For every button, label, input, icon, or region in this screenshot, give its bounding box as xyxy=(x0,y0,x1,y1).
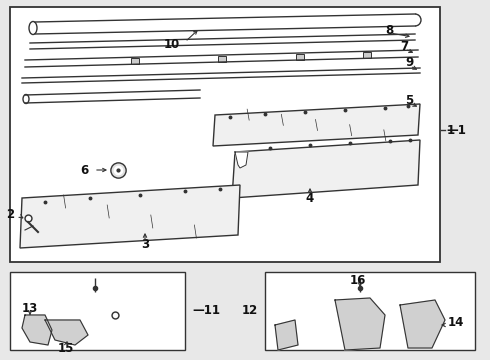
Text: 13: 13 xyxy=(22,302,38,315)
Polygon shape xyxy=(232,140,420,198)
Polygon shape xyxy=(213,104,420,146)
Text: 5: 5 xyxy=(405,94,413,107)
Polygon shape xyxy=(400,300,445,348)
Polygon shape xyxy=(20,185,240,248)
Text: 10: 10 xyxy=(164,39,180,51)
Text: 4: 4 xyxy=(306,192,314,204)
Text: 16: 16 xyxy=(350,274,366,287)
Text: 14: 14 xyxy=(448,315,465,328)
Polygon shape xyxy=(335,298,385,350)
Ellipse shape xyxy=(29,22,37,35)
Bar xyxy=(363,52,371,58)
Text: 8: 8 xyxy=(385,23,393,36)
Polygon shape xyxy=(45,320,88,345)
Text: —11: —11 xyxy=(192,303,220,316)
Bar xyxy=(10,272,185,350)
Bar xyxy=(131,58,139,64)
Text: 12: 12 xyxy=(242,303,258,316)
Text: 1: 1 xyxy=(447,123,455,136)
Text: 2: 2 xyxy=(6,208,14,221)
Bar xyxy=(296,54,304,59)
Ellipse shape xyxy=(23,94,29,104)
Text: 15: 15 xyxy=(58,342,74,355)
Bar xyxy=(218,55,225,62)
Polygon shape xyxy=(235,152,248,168)
Text: 9: 9 xyxy=(405,57,413,69)
Text: 7: 7 xyxy=(400,40,408,53)
Polygon shape xyxy=(275,320,298,350)
Text: 3: 3 xyxy=(141,238,149,252)
Bar xyxy=(10,7,440,262)
Text: —1: —1 xyxy=(446,123,466,136)
Polygon shape xyxy=(22,315,52,345)
Text: 6: 6 xyxy=(80,163,88,176)
Bar xyxy=(265,272,475,350)
